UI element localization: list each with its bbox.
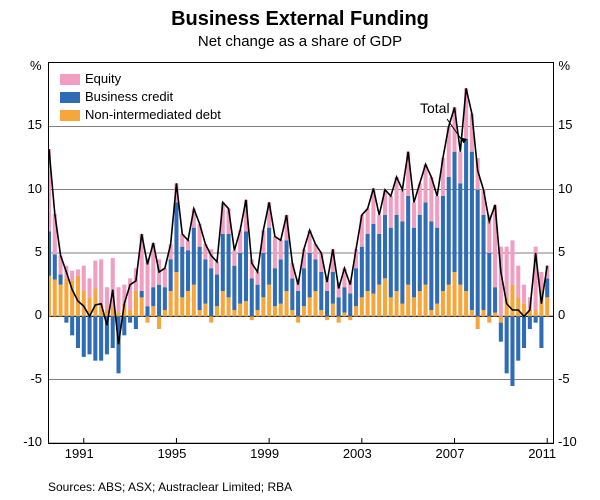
legend-item-credit: Business credit [60,88,221,106]
chart-subtitle: Net change as a share of GDP [0,33,600,50]
chart-container: Business External Funding Net change as … [0,0,600,500]
annotation-text: Total [420,100,450,116]
y-tick-left: 5 [2,244,42,259]
legend-item-debt: Non-intermediated debt [60,106,221,124]
x-tick: 2003 [343,446,372,461]
x-tick: 2011 [528,446,556,461]
x-tick: 1991 [65,446,94,461]
y-axis-label-left: % [30,58,42,73]
legend-label: Non-intermediated debt [85,106,221,124]
y-tick-right: -10 [558,434,577,449]
legend-swatch [60,74,80,85]
legend: Equity Business credit Non-intermediated… [60,70,221,124]
total-annotation: Total [420,100,450,116]
y-tick-right: 10 [558,181,572,196]
y-tick-left: -5 [2,371,42,386]
y-tick-right: -5 [558,371,570,386]
sources-text: Sources: ABS; ASX; Austraclear Limited; … [48,480,292,494]
x-tick: 2007 [436,446,465,461]
y-tick-left: 0 [2,307,42,322]
legend-swatch [60,110,80,121]
y-tick-right: 5 [558,244,565,259]
legend-label: Equity [85,70,121,88]
y-tick-left: 10 [2,181,42,196]
y-axis-label-right: % [558,58,570,73]
legend-swatch [60,92,80,103]
y-tick-right: 0 [558,307,565,322]
y-tick-left: 15 [2,117,42,132]
legend-label: Business credit [85,88,173,106]
legend-item-equity: Equity [60,70,221,88]
x-tick: 1999 [250,446,279,461]
y-tick-right: 15 [558,117,572,132]
x-tick: 1995 [157,446,186,461]
y-tick-left: -10 [2,434,42,449]
chart-title: Business External Funding [0,0,600,31]
